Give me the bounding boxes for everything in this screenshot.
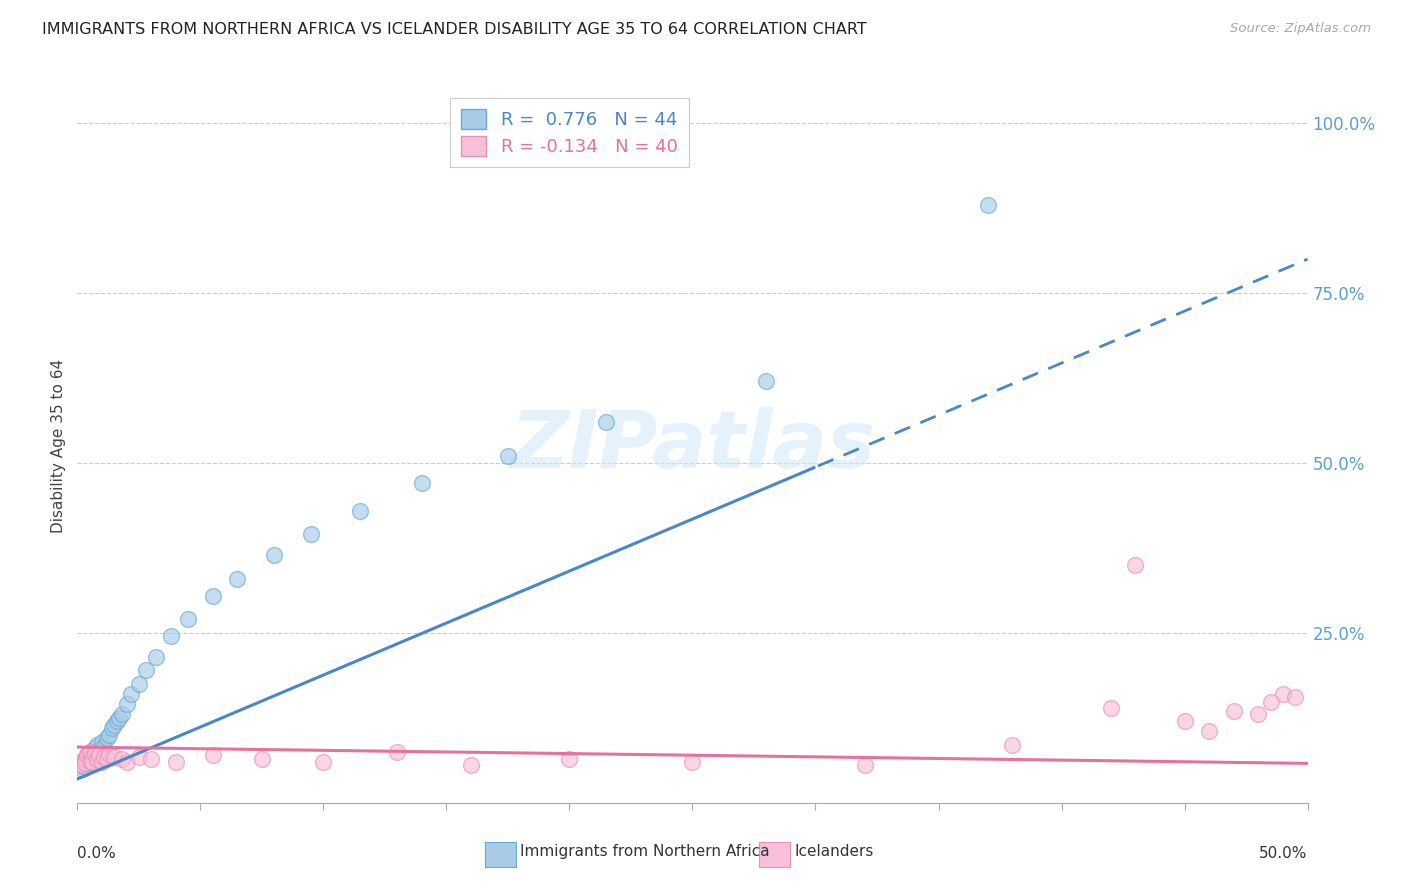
Point [201,589,224,603]
Point [96,731,118,746]
Point [349,503,371,517]
Point [76,748,98,763]
Point [165,755,187,769]
Point [977,198,1000,212]
Point [755,375,778,389]
Point [250,751,273,765]
Point [93,740,115,755]
Point [135,663,157,677]
Point [69,758,91,772]
Point [385,745,409,759]
Point [83,741,105,756]
Point [82,749,104,764]
Text: Source: ZipAtlas.com: Source: ZipAtlas.com [1230,22,1371,36]
Text: Icelanders: Icelanders [794,845,873,859]
Point [263,548,285,562]
Point [558,751,581,765]
Point [76,748,98,763]
Point [145,649,167,664]
Point [89,748,111,763]
Point [86,738,108,752]
Point [90,755,114,769]
Point [98,747,121,761]
Point [86,751,108,765]
Point [79,745,101,759]
Point [69,755,91,769]
Point [111,751,132,765]
Point [96,751,118,765]
Y-axis label: Disability Age 35 to 64: Disability Age 35 to 64 [51,359,66,533]
Point [853,758,876,772]
Point [79,745,101,759]
Point [177,612,200,626]
Point [1272,687,1295,701]
Point [82,755,104,769]
Point [82,747,104,761]
Point [101,721,124,735]
Point [128,677,150,691]
Point [115,698,138,712]
Point [1198,724,1220,739]
Point [595,415,617,429]
Point [121,687,143,701]
Point [73,760,96,774]
Text: ZIPatlas: ZIPatlas [510,407,875,485]
Point [73,756,96,771]
Point [226,572,249,586]
Point [93,749,115,764]
Point [90,745,114,759]
Point [128,749,150,764]
Point [460,758,482,772]
Point [1247,707,1270,722]
Point [411,476,433,491]
Point [105,714,128,729]
Point [1099,700,1122,714]
Point [201,748,224,763]
Point [76,756,98,771]
Point [82,749,104,764]
Legend: R =  0.776   N = 44, R = -0.134   N = 40: R = 0.776 N = 44, R = -0.134 N = 40 [450,98,689,167]
Point [70,762,93,776]
Point [496,449,519,463]
Point [1174,714,1197,729]
Point [70,758,93,772]
Text: IMMIGRANTS FROM NORTHERN AFRICA VS ICELANDER DISABILITY AGE 35 TO 64 CORRELATION: IMMIGRANTS FROM NORTHERN AFRICA VS ICELA… [42,22,868,37]
Text: 50.0%: 50.0% [1260,846,1308,861]
Point [79,754,101,768]
Point [111,707,132,722]
Point [73,751,96,765]
Point [682,755,704,769]
Point [73,751,96,765]
Point [1223,704,1246,718]
Point [89,743,111,757]
Point [98,728,121,742]
Point [103,717,125,731]
Point [312,755,335,769]
Point [160,629,183,643]
Point [83,747,105,761]
Point [1001,738,1024,752]
Point [1260,695,1282,709]
Point [1125,558,1147,572]
Point [103,749,125,764]
Text: Immigrants from Northern Africa: Immigrants from Northern Africa [520,845,770,859]
Point [115,755,138,769]
Point [86,751,108,765]
Point [299,527,322,541]
Point [70,755,93,769]
Point [90,734,114,748]
Text: 0.0%: 0.0% [77,846,117,861]
Point [1284,690,1306,705]
Point [89,748,111,763]
Point [83,755,105,769]
Point [141,751,163,765]
Point [79,754,101,768]
Point [108,711,131,725]
